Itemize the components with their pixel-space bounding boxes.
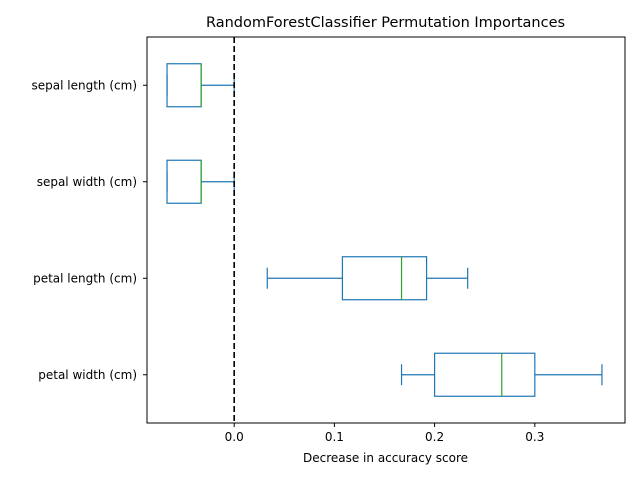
x-tick-label: 0.3 <box>525 430 544 444</box>
x-tick-label: 0.0 <box>225 430 244 444</box>
y-tick-label: petal length (cm) <box>33 271 137 285</box>
box-sepal-width-cm <box>166 159 202 204</box>
axes-frame <box>146 36 626 424</box>
plot-area: 0.0 0.1 0.2 0.3 sepal length (cm) sepal width… <box>32 36 626 444</box>
box-petal-width-cm <box>434 352 536 397</box>
chart-title: RandomForestClassifier Permutation Impor… <box>206 15 565 31</box>
x-tick-label: 0.2 <box>425 430 444 444</box>
y-tick-label: petal width (cm) <box>38 368 137 382</box>
y-tick-label: sepal width (cm) <box>37 175 137 189</box>
box-sepal-length-cm <box>166 63 202 108</box>
y-tick-label: sepal length (cm) <box>32 78 137 92</box>
x-axis-label: Decrease in accuracy score <box>303 451 468 465</box>
box-petal-length-cm <box>341 256 428 301</box>
x-tick-label: 0.1 <box>325 430 344 444</box>
